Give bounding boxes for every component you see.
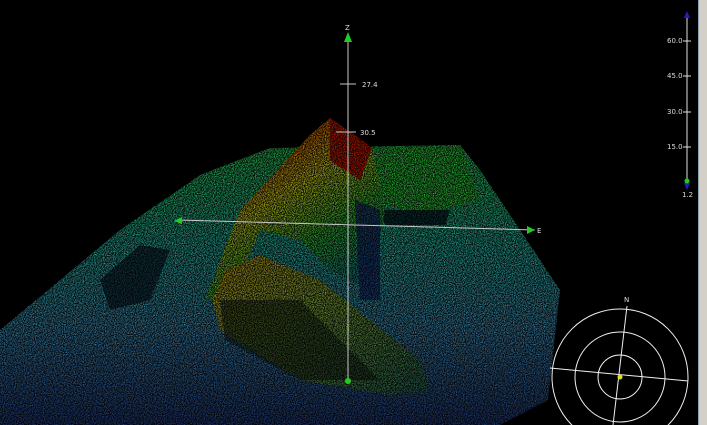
z-axis-arrow-icon[interactable] bbox=[344, 32, 352, 42]
scale-current-marker[interactable] bbox=[684, 178, 690, 184]
scale-min-label: 1.2 bbox=[682, 191, 693, 199]
window-edge bbox=[698, 0, 707, 425]
scale-bottom-marker-icon[interactable] bbox=[684, 183, 690, 190]
scale-tick-label: 15.0 bbox=[667, 143, 683, 151]
e-axis-arrow-icon[interactable] bbox=[527, 226, 535, 234]
z-tick-label: 27.4 bbox=[362, 81, 378, 89]
z-axis-base-handle[interactable] bbox=[345, 378, 351, 384]
depth-scale[interactable]: 60.0 45.0 30.0 15.0 1.2 bbox=[667, 11, 693, 199]
scale-top-marker-icon[interactable] bbox=[684, 11, 690, 18]
axis-lines bbox=[177, 38, 536, 380]
compass-center-marker bbox=[617, 374, 623, 380]
scale-tick-label: 30.0 bbox=[667, 108, 683, 116]
compass-north-label: N bbox=[624, 296, 629, 304]
compass[interactable] bbox=[549, 305, 689, 425]
scale-tick-label: 60.0 bbox=[667, 37, 683, 45]
z-axis-label: Z bbox=[345, 24, 350, 32]
e-axis-label: E bbox=[537, 227, 541, 235]
w-axis-arrow-icon[interactable] bbox=[174, 217, 182, 224]
scale-tick-label: 45.0 bbox=[667, 72, 683, 80]
seabed-surface bbox=[0, 118, 560, 425]
z-tick-label: 30.5 bbox=[360, 129, 376, 137]
